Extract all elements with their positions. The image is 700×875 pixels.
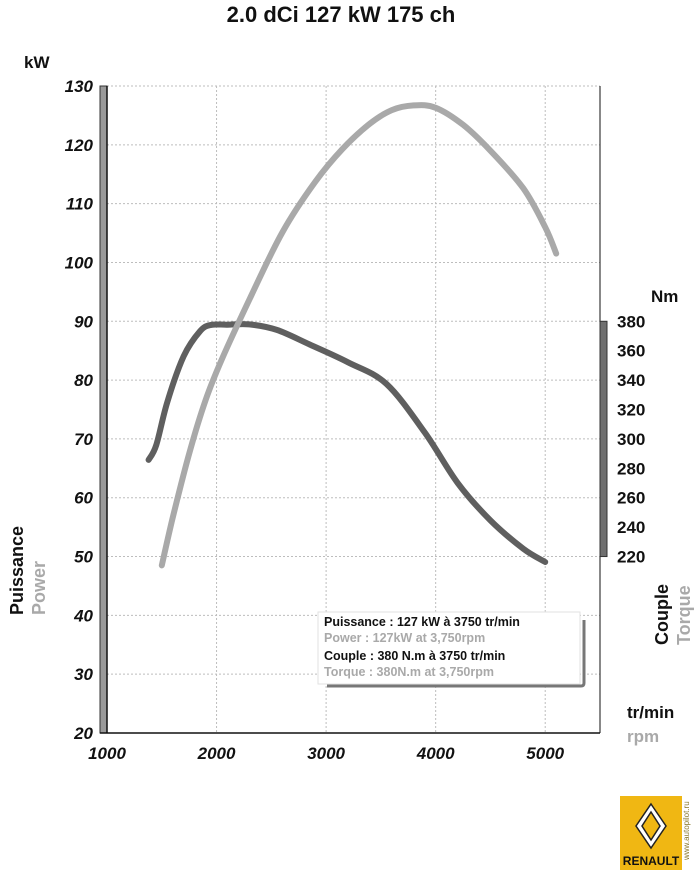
annotation-box-frame [317, 611, 581, 685]
x-tick-label: 3000 [307, 744, 345, 763]
left-axis-label: Puissance [7, 526, 27, 615]
right-tick-label: 380 [617, 312, 645, 331]
series-line-torque [145, 321, 549, 565]
x-axis-unit-en: rpm [627, 727, 659, 746]
x-tick-label: 5000 [526, 744, 564, 763]
left-tick-label: 50 [74, 548, 93, 567]
left-tick-label: 110 [66, 195, 94, 214]
left-tick-label: 130 [65, 77, 94, 96]
right-axis-bar [599, 320, 608, 558]
x-axis-ticks: 1000 2000 3000 4000 5000 [88, 744, 565, 763]
watermark-text: www.autopilot.ru [682, 801, 691, 861]
chart-axes [99, 85, 608, 734]
renault-wordmark: RENAULT [623, 854, 680, 868]
left-tick-label: 40 [73, 606, 93, 625]
x-tick-label: 4000 [416, 744, 455, 763]
left-tick-label: 20 [73, 724, 93, 743]
renault-logo: RENAULT www.autopilot.ru [620, 796, 691, 870]
left-axis-label-en: Power [29, 561, 49, 615]
right-tick-label: 300 [617, 430, 645, 449]
renault-diamond-icon [635, 802, 667, 850]
left-tick-label: 70 [74, 430, 93, 449]
annotation-power-fr: Puissance : 127 kW à 3750 tr/min [324, 615, 520, 629]
series-lines [145, 102, 560, 569]
left-tick-label: 100 [65, 253, 94, 272]
x-tick-label: 2000 [197, 744, 236, 763]
left-axis-ticks: 20 30 40 50 60 70 80 90 100 110 120 130 [65, 77, 94, 743]
right-tick-label: 280 [617, 459, 645, 478]
right-axis-unit: Nm [651, 287, 678, 306]
right-axis-ticks: 220 240 260 280 300 320 340 360 380 [617, 312, 645, 566]
annotation-torque-en: Torque : 380N.m at 3,750rpm [324, 665, 494, 679]
annotation-box-shadow [327, 620, 586, 688]
annotation-power-en: Power : 127kW at 3,750rpm [324, 631, 485, 645]
x-tick-label: 1000 [88, 744, 126, 763]
right-axis-label: Couple [652, 584, 672, 645]
left-tick-label: 90 [74, 312, 93, 331]
right-tick-label: 360 [617, 342, 645, 361]
left-tick-label: 80 [74, 371, 93, 390]
annotation-torque-fr: Couple : 380 N.m à 3750 tr/min [324, 649, 505, 663]
left-tick-label: 120 [65, 136, 94, 155]
right-tick-label: 220 [617, 548, 645, 567]
left-tick-label: 30 [74, 665, 93, 684]
annotation-box: Puissance : 127 kW à 3750 tr/min Power :… [317, 611, 586, 688]
right-tick-label: 240 [617, 518, 645, 537]
left-tick-label: 60 [74, 489, 93, 508]
x-axis-unit: tr/min [627, 703, 674, 722]
right-axis-label-en: Torque [674, 585, 694, 645]
left-axis-unit: kW [24, 53, 50, 72]
left-axis-bar [99, 85, 108, 734]
chart-title: 2.0 dCi 127 kW 175 ch [227, 2, 456, 27]
series-line-power [158, 102, 560, 569]
right-tick-label: 320 [617, 401, 645, 420]
right-tick-label: 260 [617, 489, 645, 508]
right-tick-label: 340 [617, 371, 645, 390]
